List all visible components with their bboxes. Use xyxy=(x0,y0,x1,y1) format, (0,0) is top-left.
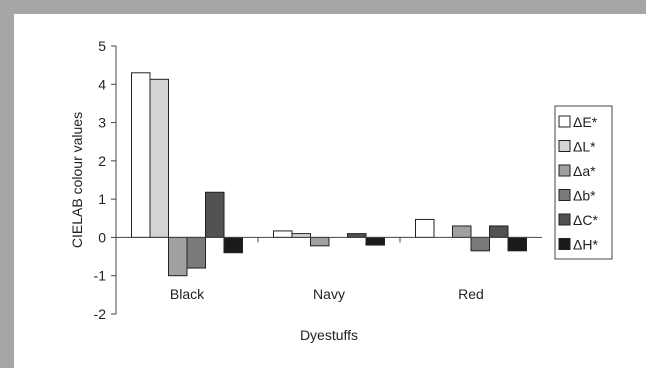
legend-label: ΔH* xyxy=(573,237,598,253)
bar xyxy=(186,236,206,269)
legend: ΔE* ΔL* Δa* Δb* ΔC* ΔH* xyxy=(554,105,613,260)
bar xyxy=(131,72,151,238)
x-tick-label: Red xyxy=(458,286,484,302)
bars-group xyxy=(131,72,527,277)
y-tick-label: 4 xyxy=(98,76,106,92)
bar xyxy=(489,225,509,238)
bar xyxy=(149,78,169,238)
bar xyxy=(452,225,472,238)
y-tick-label: 3 xyxy=(98,115,106,131)
bar xyxy=(507,236,527,252)
bar xyxy=(223,236,243,254)
legend-swatch xyxy=(558,238,571,250)
y-tick-label: 5 xyxy=(98,38,106,54)
bar xyxy=(205,191,225,238)
y-tick-label: -2 xyxy=(94,306,107,322)
legend-swatch xyxy=(558,164,571,177)
y-tick-label: 1 xyxy=(98,191,106,207)
bar xyxy=(365,236,385,246)
y-tick-label: -1 xyxy=(94,268,107,284)
legend-label: Δa* xyxy=(573,163,596,179)
legend-swatch xyxy=(558,115,571,128)
y-tick-label: 0 xyxy=(98,229,106,245)
bar xyxy=(470,236,490,252)
x-axis-title: Dyestuffs xyxy=(300,327,358,343)
legend-label: ΔE* xyxy=(573,114,598,130)
bar xyxy=(415,218,435,238)
legend-label: Δb* xyxy=(573,188,596,204)
legend-swatch xyxy=(558,213,571,226)
legend-swatch xyxy=(558,140,571,152)
legend-label: ΔL* xyxy=(573,139,596,155)
x-tick-label: Black xyxy=(170,286,205,302)
axes-group xyxy=(115,46,542,314)
bar xyxy=(168,236,188,277)
y-axis-title: CIELAB colour values xyxy=(69,112,85,248)
y-tick-label: 2 xyxy=(98,153,106,169)
legend-swatch xyxy=(558,189,571,201)
bar xyxy=(291,233,311,238)
bar xyxy=(273,230,293,238)
y-ticks: 5 4 3 2 1 0 -1 -2 xyxy=(94,38,116,322)
bar xyxy=(347,233,367,238)
x-tick-label: Navy xyxy=(313,286,345,302)
x-tick-labels: Black Navy Red xyxy=(170,286,484,302)
bar xyxy=(310,236,330,247)
legend-label: ΔC* xyxy=(573,212,598,228)
legend-box xyxy=(554,105,613,260)
